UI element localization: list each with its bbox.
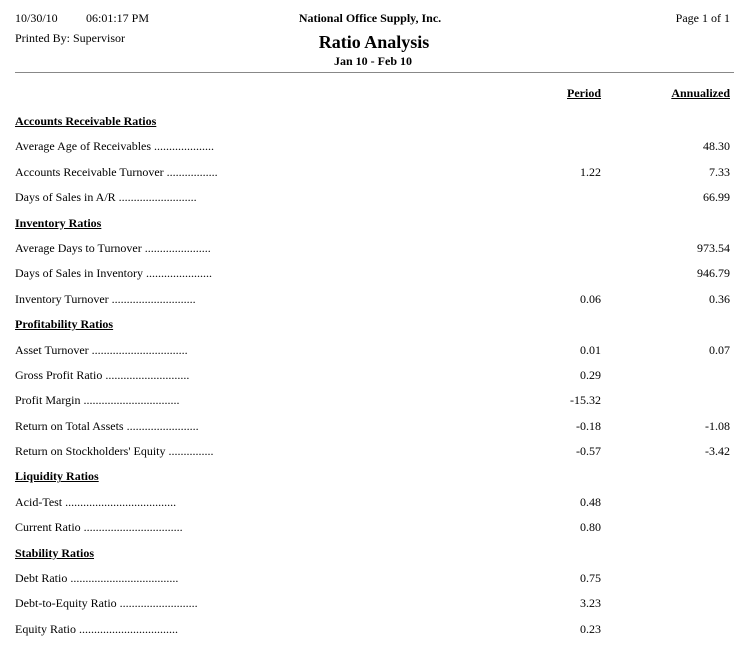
print-date: 10/30/10 (15, 11, 58, 25)
period-value: 0.80 (580, 520, 601, 535)
annualized-value: 48.30 (703, 139, 730, 154)
period-value: 3.23 (580, 596, 601, 611)
print-time: 06:01:17 PM (86, 11, 150, 25)
ratio-label: Average Days to Turnover ...............… (15, 240, 211, 255)
period-value: 0.23 (580, 621, 601, 636)
period-value: -0.57 (576, 444, 601, 459)
table-row: Gross Profit Ratio .....................… (0, 366, 754, 391)
section-title: Stability Ratios (15, 545, 95, 560)
period-value: 0.29 (580, 367, 601, 382)
period-value: 0.48 (580, 494, 601, 509)
ratio-label: Asset Turnover .........................… (15, 342, 188, 357)
section-title: Liquidity Ratios (15, 469, 99, 484)
table-row: Inventory Turnover .....................… (0, 290, 754, 315)
section-title: Accounts Receivable Ratios (15, 114, 157, 128)
period-value: 0.75 (580, 571, 601, 586)
annualized-value: 946.79 (697, 266, 730, 281)
page-number: Page 1 of 1 (675, 11, 730, 25)
section-header: Stability Ratios (0, 544, 754, 569)
ratio-label: Gross Profit Ratio .....................… (15, 367, 190, 382)
ratio-label: Equity Ratio ...........................… (15, 621, 178, 636)
table-row: Return on Stockholders' Equity .........… (0, 442, 754, 467)
report-period: Jan 10 - Feb 10 (334, 54, 412, 68)
ratio-label: Days of Sales in A/R ...................… (15, 190, 197, 205)
section-header: Liquidity Ratios (0, 467, 754, 492)
period-value: 1.22 (580, 164, 601, 179)
section-header: Inventory Ratios (0, 214, 754, 239)
annualized-value: 66.99 (703, 190, 730, 205)
column-header-period: Period (567, 86, 601, 100)
period-value: 0.06 (580, 291, 601, 306)
ratio-label: Acid-Test ..............................… (15, 494, 177, 509)
ratio-label: Days of Sales in Inventory .............… (15, 266, 212, 281)
header-divider (15, 72, 734, 73)
ratio-table: Accounts Receivable Ratios Average Age of… (0, 112, 754, 645)
table-row: Accounts Receivable Turnover ...........… (0, 163, 754, 188)
section-header: Profitability Ratios (0, 315, 754, 340)
table-row: Asset Turnover .........................… (0, 341, 754, 366)
table-row: Days of Sales in A/R ...................… (0, 188, 754, 213)
company-name: National Office Supply, Inc. (298, 11, 442, 25)
ratio-label: Debt-to-Equity Ratio ...................… (15, 596, 198, 611)
column-header-annualized: Annualized (671, 86, 730, 100)
section-header: Accounts Receivable Ratios (0, 112, 754, 137)
section-title: Profitability Ratios (15, 317, 114, 332)
annualized-value: 7.33 (709, 164, 730, 179)
ratio-label: Profit Margin ..........................… (15, 393, 180, 408)
table-row: Equity Ratio ...........................… (0, 620, 754, 645)
annualized-value: -1.08 (705, 418, 730, 433)
annualized-value: -3.42 (705, 444, 730, 459)
annualized-value: 0.07 (709, 342, 730, 357)
ratio-label: Current Ratio ..........................… (15, 520, 183, 535)
table-row: Acid-Test ..............................… (0, 493, 754, 518)
report-title: Ratio Analysis (318, 32, 430, 52)
ratio-label: Average Age of Receivables .............… (15, 139, 215, 154)
section-title: Inventory Ratios (15, 215, 102, 230)
table-row: Current Ratio ..........................… (0, 518, 754, 543)
table-row: Debt-to-Equity Ratio ...................… (0, 594, 754, 619)
table-row: Average Days to Turnover ...............… (0, 239, 754, 264)
period-value: 0.01 (580, 342, 601, 357)
table-row: Average Age of Receivables .............… (0, 137, 754, 162)
ratio-label: Debt Ratio .............................… (15, 571, 179, 586)
table-row: Profit Margin ..........................… (0, 391, 754, 416)
period-value: -0.18 (576, 418, 601, 433)
printed-by: Printed By: Supervisor (15, 31, 125, 45)
ratio-label: Accounts Receivable Turnover ...........… (15, 164, 218, 179)
period-value: -15.32 (570, 393, 601, 408)
ratio-label: Return on Total Assets .................… (15, 418, 199, 433)
table-row: Days of Sales in Inventory .............… (0, 264, 754, 289)
annualized-value: 0.36 (709, 291, 730, 306)
annualized-value: 973.54 (697, 240, 730, 255)
table-row: Return on Total Assets .................… (0, 417, 754, 442)
ratio-label: Return on Stockholders' Equity .........… (15, 444, 214, 459)
ratio-label: Inventory Turnover .....................… (15, 291, 196, 306)
table-row: Debt Ratio .............................… (0, 569, 754, 594)
